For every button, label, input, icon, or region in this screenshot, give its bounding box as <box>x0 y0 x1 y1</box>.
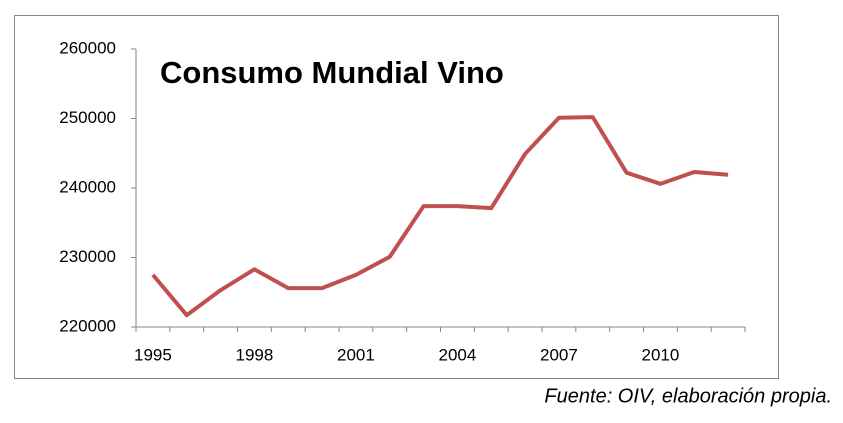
x-tick-label: 2004 <box>439 345 477 364</box>
x-tick-label: 1995 <box>134 345 172 364</box>
x-tick-label: 2010 <box>642 345 680 364</box>
y-tick-label: 250000 <box>59 108 116 127</box>
source-note: Fuente: OIV, elaboración propia. <box>544 385 832 407</box>
data-line <box>151 115 729 318</box>
y-tick-label: 220000 <box>59 316 116 335</box>
y-tick-label: 240000 <box>59 177 116 196</box>
chart-title: Consumo Mundial Vino <box>160 55 504 90</box>
y-tick-label: 260000 <box>59 38 116 57</box>
x-tick-label: 2007 <box>540 345 578 364</box>
x-tick-label: 1998 <box>236 345 274 364</box>
y-tick-label: 230000 <box>59 247 116 266</box>
chart-frame <box>14 15 779 379</box>
x-tick-label: 2001 <box>337 345 375 364</box>
